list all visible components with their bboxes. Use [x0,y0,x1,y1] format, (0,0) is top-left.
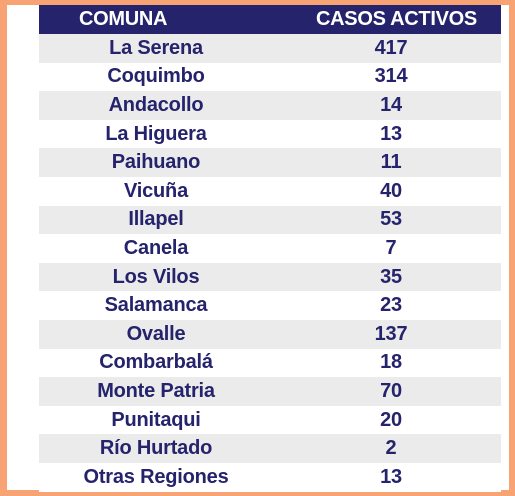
table-row: Río Hurtado 2 [39,434,501,463]
table-row: Illapel 53 [39,205,501,235]
table-row: Andacollo 14 [39,91,501,120]
casos-cell: 53 [380,208,402,231]
comuna-cell: Monte Patria [97,379,215,402]
casos-cell: 314 [374,65,408,88]
casos-cell: 417 [374,36,408,59]
comuna-cell: Los Vilos [112,265,200,288]
casos-cell: 40 [380,179,402,202]
table-row: La Serena 417 [39,34,501,63]
table-row: Combarbalá 18 [39,348,501,378]
header-casos-activos: CASOS ACTIVOS [316,8,477,30]
table-frame: COMUNA CASOS ACTIVOS La Serena 417 Coquimb… [7,5,509,492]
header-comuna: COMUNA [79,8,168,30]
table-row: Ovalle 137 [39,319,501,349]
casos-cell: 70 [380,379,402,402]
table-header: COMUNA CASOS ACTIVOS [39,5,501,34]
comuna-cell: Paihuano [111,151,201,174]
comuna-cell: Vicuña [123,179,188,202]
table-row: Salamanca 23 [39,291,501,320]
comuna-cell: Andacollo [108,93,204,116]
casos-cell: 20 [380,408,402,431]
table-row: Coquimbo 314 [39,62,501,92]
table-row: Vicuña 40 [39,176,501,206]
comuna-cell: Salamanca [104,294,208,317]
casos-cell: 35 [380,265,402,288]
casos-cell: 14 [380,93,402,116]
comuna-cell: Canela [123,236,189,259]
table-row: Monte Patria 70 [39,377,501,406]
table-row: Otras Regiones 13 [39,462,501,492]
casos-cell: 18 [380,351,402,374]
comuna-cell: La Serena [109,36,203,59]
table-row: Canela 7 [39,234,501,263]
comuna-cell: Illapel [128,208,184,231]
comuna-cell: Coquimbo [107,65,205,88]
table-row: La Higuera 13 [39,119,501,149]
table-row: Punitaqui 20 [39,405,501,435]
casos-cell: 11 [380,151,402,174]
casos-cell: 2 [385,437,397,460]
table-body: La Serena 417 Coquimbo 314 Andacollo 14 La Hig… [39,34,501,492]
casos-cell: 23 [380,294,402,317]
comuna-cell: Ovalle [126,322,186,345]
casos-cell: 13 [380,465,402,488]
comuna-cell: Otras Regiones [83,465,229,488]
table-row: Paihuano 11 [39,148,501,177]
comuna-cell: Combarbalá [99,351,213,374]
comuna-cell: Punitaqui [111,408,201,431]
casos-cell: 13 [380,122,402,145]
casos-cell: 137 [374,322,408,345]
comuna-cell: La Higuera [105,122,207,145]
table-row: Los Vilos 35 [39,262,501,292]
cases-table: COMUNA CASOS ACTIVOS La Serena 417 Coquimb… [39,5,501,492]
comuna-cell: Río Hurtado [99,437,213,460]
casos-cell: 7 [385,236,397,259]
